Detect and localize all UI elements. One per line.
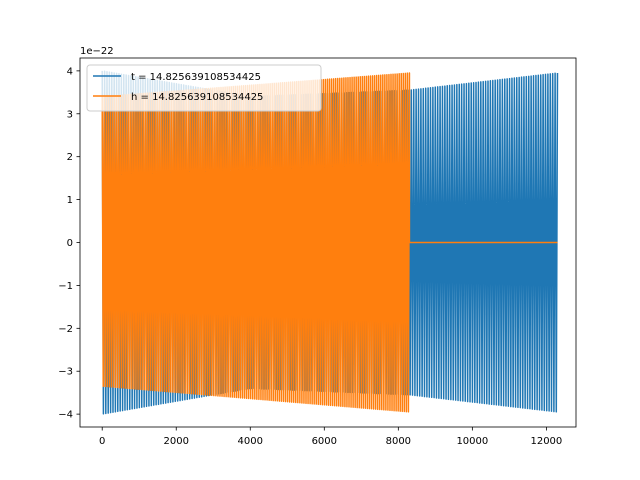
y-tick-label: −2 bbox=[58, 324, 73, 335]
legend-label-h: h = 14.825639108534425 bbox=[131, 92, 263, 103]
y-tick-label: −1 bbox=[58, 281, 73, 292]
legend-label-t: t = 14.825639108534425 bbox=[131, 72, 261, 83]
y-tick-label: 0 bbox=[67, 238, 73, 249]
x-tick-label: 2000 bbox=[164, 436, 189, 447]
series-line-1 bbox=[101, 72, 558, 413]
series-layer bbox=[101, 70, 559, 415]
x-tick-label: 8000 bbox=[386, 436, 411, 447]
x-tick-label: 10000 bbox=[456, 436, 488, 447]
legend-box bbox=[86, 64, 322, 112]
y-tick-label: −4 bbox=[58, 410, 73, 421]
x-tick-label: 4000 bbox=[238, 436, 263, 447]
x-tick-label: 0 bbox=[99, 436, 105, 447]
x-tick-label: 12000 bbox=[530, 436, 562, 447]
x-tick-label: 6000 bbox=[312, 436, 337, 447]
y-tick-label: 2 bbox=[67, 152, 73, 163]
legend: t = 14.825639108534425 h = 14.8256391085… bbox=[86, 64, 322, 112]
y-tick-label: 3 bbox=[67, 109, 73, 120]
y-tick-label: 4 bbox=[67, 66, 73, 77]
axes-layer: 0 2000 4000 6000 8000 10000 12000 −4 −3 −2 −1 0 1 2 3 4 bbox=[58, 57, 577, 447]
y-tick-label: 1 bbox=[67, 195, 73, 206]
y-offset-label: 1e−22 bbox=[80, 46, 114, 57]
y-tick-label: −3 bbox=[58, 367, 73, 378]
